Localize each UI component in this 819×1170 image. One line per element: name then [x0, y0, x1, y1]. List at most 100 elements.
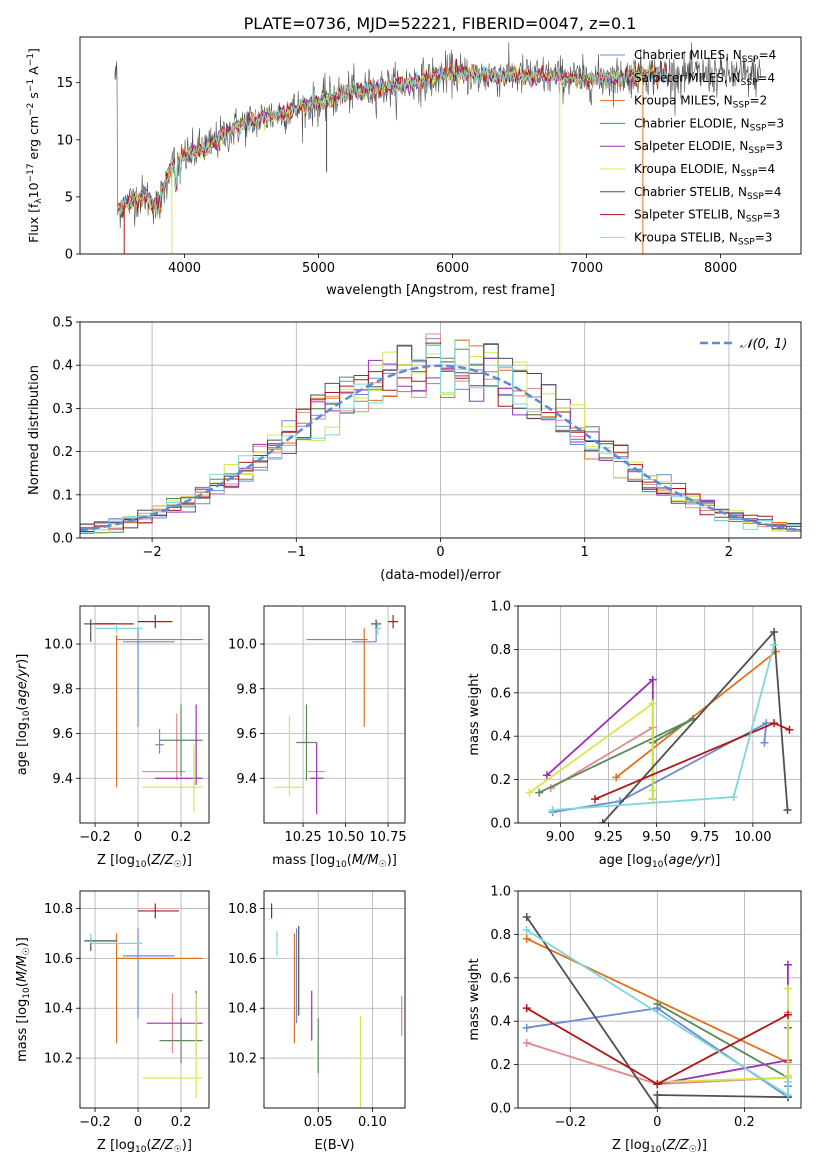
spectrum-line-8: [117, 65, 667, 216]
series-marker: [783, 984, 792, 993]
series-marker: [535, 788, 544, 797]
series-marker: [648, 699, 657, 708]
errorbar-point: [388, 614, 399, 629]
errorbar-point: [84, 619, 117, 642]
x-tick-label: 9.25: [594, 830, 623, 845]
age_vs_mass-points: [274, 614, 399, 815]
series-line-3: [656, 1003, 789, 1080]
series-marker: [522, 1004, 531, 1013]
y-tick-label: 0.0: [490, 817, 511, 832]
y-tick-label: 10: [56, 133, 73, 148]
errorbar-point: [159, 704, 203, 777]
x-tick-label: 4000: [168, 261, 201, 276]
axes-frame: [79, 36, 802, 255]
series-marker: [783, 960, 792, 969]
x-tick-label: −1: [287, 545, 306, 560]
series-marker: [783, 1010, 792, 1019]
series-marker: [522, 913, 531, 922]
errorbar-point: [155, 729, 164, 754]
errorbar-point: [371, 619, 382, 629]
y-tick-label: 10.2: [228, 1052, 257, 1067]
legend-label: Salpeter STELIB, NSSP=3: [634, 208, 780, 225]
series-marker: [648, 786, 657, 795]
x-tick-label: 0.2: [171, 830, 192, 845]
errorbar-point: [159, 1018, 203, 1064]
y-tick-label: 0.0: [490, 1102, 511, 1117]
x-tick-label: 9.00: [546, 830, 575, 845]
legend-label: Kroupa STELIB, NSSP=3: [634, 230, 772, 247]
axes-frame: [517, 605, 802, 824]
series-marker: [542, 771, 551, 780]
legend-label: Salpeter MILES, NSSP=4: [634, 71, 775, 88]
x-tick-label: 0: [653, 1115, 661, 1130]
series-marker: [653, 1080, 662, 1089]
series-line-5: [657, 988, 789, 1083]
y-tick-label: 10.4: [44, 1002, 73, 1017]
weight_vs_Z-series: [522, 913, 792, 1108]
series-marker: [783, 1077, 792, 1086]
series-marker: [648, 795, 657, 804]
y-axis-label: mass weight: [467, 673, 482, 755]
spectrum-legend: Chabrier MILES, NSSP=4 Salpeter MILES, NS…: [600, 48, 784, 247]
series-marker: [783, 805, 792, 814]
age_vs_mass-axes: 10.25 10.50 10.75 9.4 9.6 9.8 10.0 mass [log10(…: [228, 605, 407, 870]
y-tick-label: 9.4: [52, 772, 73, 787]
x-tick-label: 7000: [570, 261, 603, 276]
y-tick-label: 10.6: [44, 952, 73, 967]
age_vs_Z-axes: −0.2 0 0.2 9.4 9.6 9.8 10.0 Z [log10(Z/Z☉)] age …: [15, 605, 210, 870]
normal-reference-curve: [80, 364, 801, 532]
y-tick-label: 10.8: [44, 902, 73, 917]
x-tick-label: −0.2: [554, 1115, 586, 1130]
x-tick-label: 0: [134, 1115, 142, 1130]
series-marker: [522, 1038, 531, 1047]
series-marker: [653, 999, 662, 1008]
x-axis-label: age [log10(age/yr)]: [599, 853, 721, 870]
axes-frame: [263, 890, 406, 1109]
y-tick-label: 0.0: [52, 532, 73, 547]
errorbar-point: [138, 903, 179, 919]
x-axis-label: Z [log10(Z/Z☉)]: [97, 853, 192, 870]
series-marker: [525, 788, 534, 797]
errorbar-point: [374, 621, 382, 636]
x-tick-label: 1: [581, 545, 589, 560]
x-tick-label: 10.50: [327, 830, 364, 845]
histogram-8: [80, 339, 801, 535]
x-tick-label: −2: [143, 545, 162, 560]
legend-label: Salpeter ELODIE, NSSP=3: [634, 139, 783, 156]
y-tick-label: 0.2: [490, 773, 511, 788]
errorbar-point: [309, 742, 324, 815]
y-axis-label: mass [log10(M/M☉)]: [15, 937, 32, 1062]
series-marker: [612, 773, 621, 782]
series-line-7: [594, 722, 790, 800]
histograms: [80, 333, 801, 535]
y-tick-label: 0.2: [52, 445, 73, 460]
axes-frame: [263, 605, 406, 824]
x-tick-label: 0: [436, 545, 444, 560]
y-axis-label: mass weight: [467, 958, 482, 1040]
mass_vs_EBV-axes: 0.05 0.10 10.2 10.4 10.6 10.8 E(B-V): [228, 890, 406, 1153]
legend-label: Chabrier MILES, NSSP=4: [634, 48, 776, 65]
x-tick-label: 6000: [436, 261, 469, 276]
series-marker: [548, 805, 557, 814]
x-axis-label: (data-model)/error: [380, 568, 501, 583]
series-marker: [598, 819, 607, 823]
y-tick-label: 0.4: [490, 1015, 511, 1030]
legend-label: 𝒩(0, 1): [740, 337, 787, 352]
x-axis-label: E(B-V): [314, 1138, 354, 1153]
series-line-5: [529, 701, 654, 800]
y-tick-label: 15: [56, 76, 73, 91]
x-tick-label: 9.75: [690, 830, 719, 845]
mass_vs_EBV-points: [270, 903, 403, 1108]
series-marker: [522, 1023, 531, 1032]
y-tick-label: 0.4: [52, 359, 73, 374]
y-tick-label: 9.6: [236, 727, 257, 742]
errorbar-point: [138, 614, 173, 629]
x-tick-label: 5000: [302, 261, 335, 276]
errorbar-point: [84, 938, 117, 951]
series-marker: [522, 934, 531, 943]
y-tick-label: 0.8: [490, 643, 511, 658]
series-line-6: [525, 916, 788, 1108]
mass_vs_Z-axes: −0.2 0 0.2 10.2 10.4 10.6 10.8 Z [log10(Z/Z☉)] m…: [15, 890, 210, 1155]
axes-frame: [79, 321, 802, 539]
